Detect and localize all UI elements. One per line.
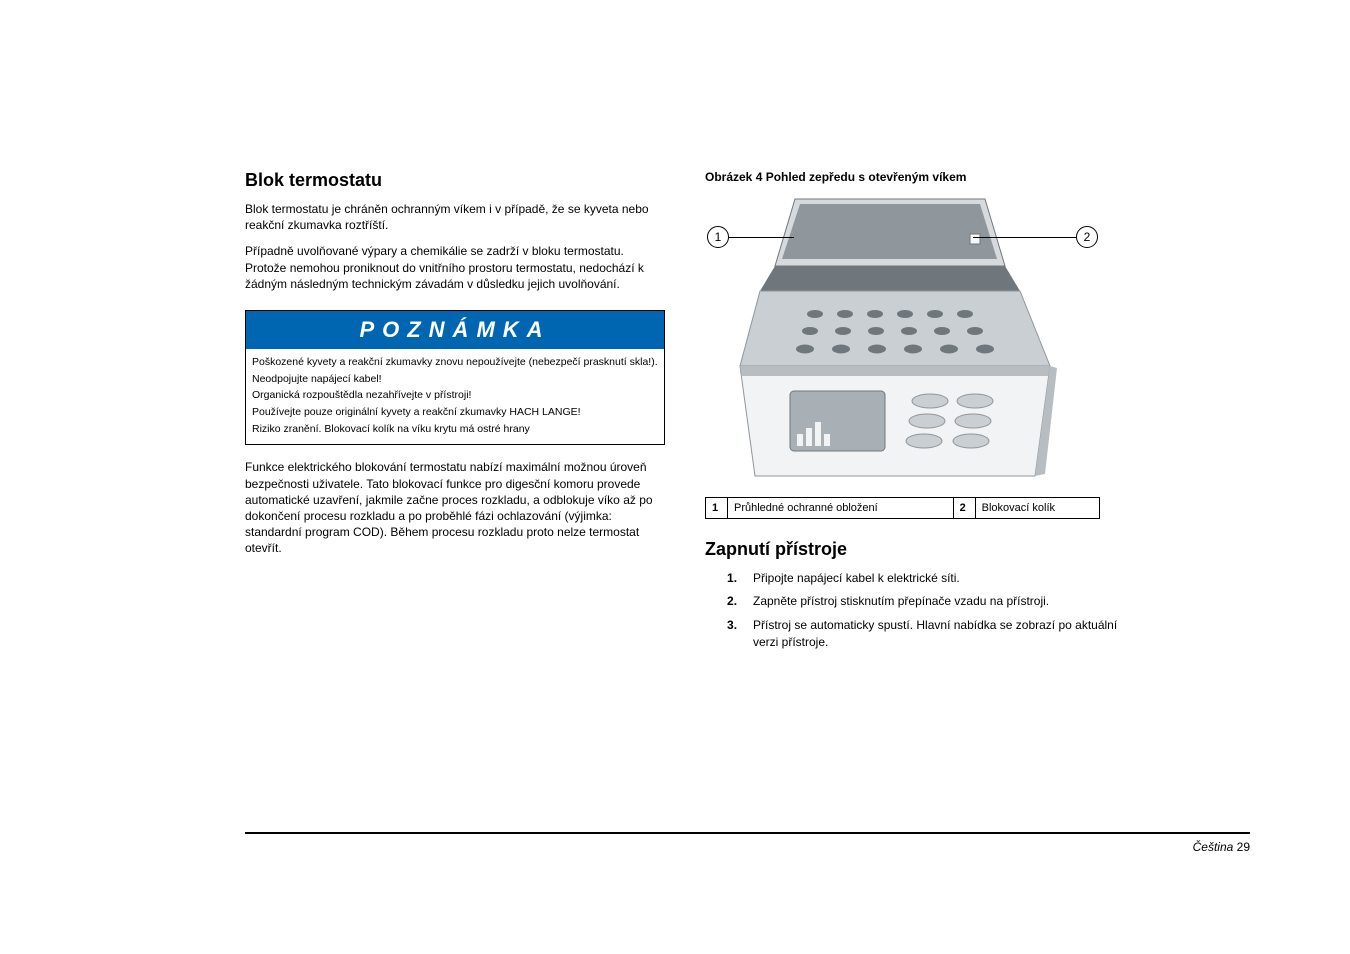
page-footer: Čeština 29 [245, 832, 1250, 854]
para-block-1: Blok termostatu je chráněn ochranným vík… [245, 201, 665, 233]
notice-line: Poškozené kyvety a reakční zkumavky znov… [252, 355, 658, 370]
section-heading-block: Blok termostatu [245, 170, 665, 191]
callout-2: 2 [1076, 226, 1098, 248]
list-item: Zapněte přístroj stisknutím přepínače vz… [705, 593, 1125, 610]
callout-1-line [729, 237, 794, 238]
steps-list: Připojte napájecí kabel k elektrické sít… [705, 570, 1125, 652]
notice-line: Organická rozpouštědla nezahřívejte v př… [252, 388, 658, 403]
notice-title: POZNÁMKA [246, 311, 664, 349]
figure-caption: Obrázek 4 Pohled zepředu s otevřeným vík… [705, 170, 1125, 184]
para-block-3: Funkce elektrického blokování termostatu… [245, 459, 665, 556]
section-heading-power: Zapnutí přístroje [705, 539, 1125, 560]
table-row: 1 Průhledné ochranné obložení 2 Blokovac… [706, 498, 1100, 519]
footer-page: 29 [1237, 840, 1250, 854]
figure-legend-table: 1 Průhledné ochranné obložení 2 Blokovac… [705, 497, 1100, 519]
list-item: Přístroj se automaticky spustí. Hlavní n… [705, 617, 1125, 652]
callout-2-line [973, 237, 1076, 238]
notice-box: POZNÁMKA Poškozené kyvety a reakční zkum… [245, 310, 665, 445]
device-figure: 1 2 [705, 196, 1100, 491]
notice-line: Riziko zranění. Blokovací kolík na víku … [252, 422, 658, 437]
list-item: Připojte napájecí kabel k elektrické sít… [705, 570, 1125, 587]
legend-text-2: Blokovací kolík [975, 498, 1099, 519]
footer-language: Čeština [1193, 840, 1234, 854]
para-block-2: Případně uvolňované výpary a chemikálie … [245, 243, 665, 292]
device-illustration [705, 196, 1100, 491]
legend-num-1: 1 [706, 498, 728, 519]
callout-1: 1 [707, 226, 729, 248]
notice-line: Používejte pouze originální kyvety a rea… [252, 405, 658, 420]
legend-num-2: 2 [953, 498, 975, 519]
notice-body: Poškozené kyvety a reakční zkumavky znov… [246, 349, 664, 444]
notice-line: Neodpojujte napájecí kabel! [252, 372, 658, 387]
legend-text-1: Průhledné ochranné obložení [728, 498, 954, 519]
